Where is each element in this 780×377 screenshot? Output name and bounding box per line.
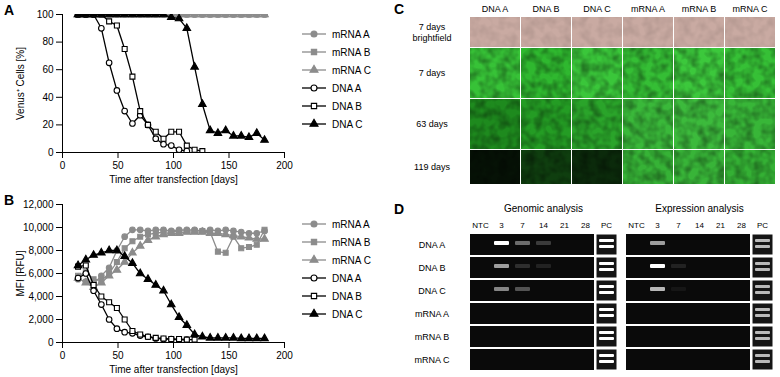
svg-text:DNA C: DNA C [418,286,446,296]
svg-text:100: 100 [165,160,182,171]
svg-text:200: 200 [276,350,293,361]
svg-text:50: 50 [112,350,124,361]
svg-text:D: D [394,201,404,217]
svg-text:DNA B: DNA B [332,291,362,302]
svg-text:DNA A: DNA A [419,240,446,250]
svg-text:DNA C: DNA C [583,4,611,14]
svg-text:mRNA A: mRNA A [332,29,370,40]
svg-text:NTC: NTC [628,221,645,230]
html-text:A: A [4,2,15,18]
svg-text:3: 3 [655,221,660,230]
svg-text:mRNA A: mRNA A [415,309,449,319]
svg-text:50: 50 [112,160,124,171]
svg-text:DNA A: DNA A [332,273,362,284]
svg-text:mRNA C: mRNA C [732,4,768,14]
svg-text:2,000: 2,000 [28,314,53,325]
svg-text:40: 40 [42,92,54,103]
svg-text:mRNA B: mRNA B [682,4,717,14]
svg-text:4,000: 4,000 [28,291,53,302]
svg-text:DNA C: DNA C [332,309,363,320]
svg-text:28: 28 [737,221,746,230]
svg-text:12,000: 12,000 [23,199,54,210]
svg-text:63 days: 63 days [416,119,448,129]
svg-text:DNA A: DNA A [332,83,362,94]
svg-text:21: 21 [560,221,569,230]
svg-text:200: 200 [276,160,293,171]
svg-text:Time after transfection [days]: Time after transfection [days] [109,174,238,185]
svg-text:14: 14 [695,221,704,230]
svg-text:DNA B: DNA B [332,101,362,112]
svg-text:20: 20 [42,119,54,130]
svg-text:10,000: 10,000 [23,222,54,233]
svg-text:14: 14 [539,221,548,230]
svg-text:mRNA B: mRNA B [332,47,371,58]
svg-text:3: 3 [499,221,504,230]
svg-text:0: 0 [48,337,54,348]
svg-text:Expression analysis: Expression analysis [655,203,743,214]
svg-text:C: C [394,1,404,17]
svg-text:mRNA B: mRNA B [332,237,371,248]
html-text:B: B [4,192,15,208]
svg-text:DNA C: DNA C [332,119,363,130]
svg-text:brightfield: brightfield [412,33,451,43]
svg-text:PC: PC [757,221,768,230]
svg-text:0: 0 [48,147,54,158]
svg-text:8,000: 8,000 [28,245,53,256]
svg-text:100: 100 [165,350,182,361]
svg-text:100: 100 [37,9,54,20]
svg-text:28: 28 [581,221,590,230]
svg-text:mRNA C: mRNA C [332,255,371,266]
svg-text:7 days: 7 days [419,68,446,78]
svg-text:DNA A: DNA A [482,4,509,14]
svg-text:MFI [RFU]: MFI [RFU] [15,250,26,296]
svg-text:150: 150 [221,350,238,361]
svg-text:6,000: 6,000 [28,268,53,279]
svg-text:119 days: 119 days [414,162,450,172]
svg-text:DNA B: DNA B [418,263,445,273]
svg-text:mRNA A: mRNA A [631,4,665,14]
svg-text:150: 150 [221,160,238,171]
svg-text:0: 0 [60,160,66,171]
svg-text:mRNA C: mRNA C [332,65,371,76]
svg-text:Venus⁺ Cells [%]: Venus⁺ Cells [%] [15,47,26,120]
svg-text:0: 0 [60,350,66,361]
svg-text:21: 21 [716,221,725,230]
svg-text:DNA B: DNA B [532,4,559,14]
svg-text:Genomic analysis: Genomic analysis [504,203,583,214]
svg-text:mRNA C: mRNA C [414,355,450,365]
svg-text:80: 80 [42,36,54,47]
svg-text:mRNA B: mRNA B [415,332,450,342]
svg-text:7 days: 7 days [419,22,446,32]
svg-text:mRNA A: mRNA A [332,219,370,230]
svg-text:60: 60 [42,64,54,75]
svg-text:7: 7 [520,221,525,230]
svg-text:Time after transfection [days]: Time after transfection [days] [109,364,238,375]
svg-text:PC: PC [601,221,612,230]
svg-text:7: 7 [676,221,681,230]
svg-text:NTC: NTC [472,221,489,230]
